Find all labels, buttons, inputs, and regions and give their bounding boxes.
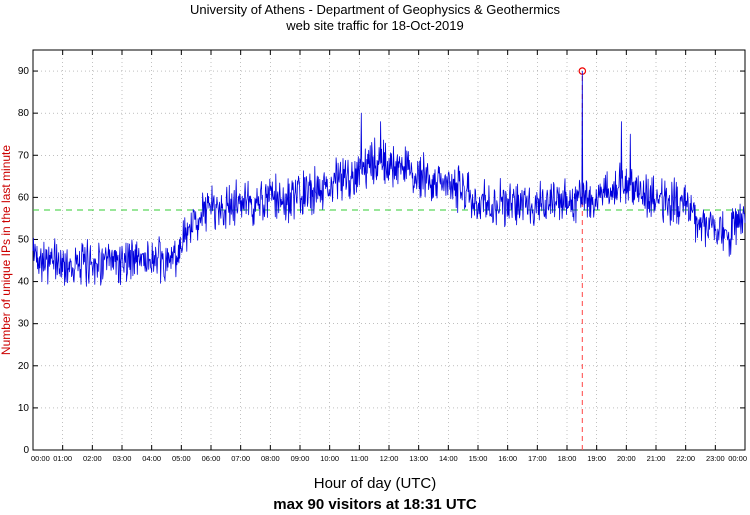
y-axis-title: Number of unique IPs in the last minute bbox=[0, 145, 13, 355]
svg-text:05:00: 05:00 bbox=[172, 454, 191, 463]
svg-text:01:00: 01:00 bbox=[53, 454, 72, 463]
chart-title-line1: University of Athens - Department of Geo… bbox=[190, 2, 560, 17]
chart-title-block: University of Athens - Department of Geo… bbox=[0, 2, 750, 35]
grid-lines bbox=[32, 50, 746, 451]
svg-text:11:00: 11:00 bbox=[350, 454, 368, 463]
svg-text:07:00: 07:00 bbox=[231, 454, 250, 463]
svg-text:40: 40 bbox=[18, 277, 30, 288]
svg-text:00:00: 00:00 bbox=[31, 454, 50, 463]
svg-text:13:00: 13:00 bbox=[409, 454, 428, 463]
svg-text:90: 90 bbox=[18, 66, 30, 77]
unique-ips-series bbox=[32, 70, 746, 287]
svg-text:30: 30 bbox=[18, 319, 30, 330]
traffic-chart: 0 10 20 30 40 50 60 70 80 90 00:00 01:00 02:00 03:00 0… bbox=[0, 36, 750, 476]
x-axis-title: Hour of day (UTC) bbox=[313, 475, 437, 492]
svg-text:06:00: 06:00 bbox=[202, 454, 221, 463]
svg-text:20:00: 20:00 bbox=[617, 454, 636, 463]
svg-text:14:00: 14:00 bbox=[439, 454, 458, 463]
svg-text:70: 70 bbox=[18, 150, 30, 161]
svg-text:22:00: 22:00 bbox=[676, 454, 695, 463]
svg-text:19:00: 19:00 bbox=[587, 454, 606, 463]
svg-text:03:00: 03:00 bbox=[113, 454, 132, 463]
svg-text:00:00: 00:00 bbox=[728, 454, 747, 463]
chart-title-line2: web site traffic for 18-Oct-2019 bbox=[286, 18, 464, 34]
svg-text:09:00: 09:00 bbox=[291, 454, 310, 463]
svg-text:16:00: 16:00 bbox=[498, 454, 517, 463]
svg-text:12:00: 12:00 bbox=[380, 454, 399, 463]
svg-text:21:00: 21:00 bbox=[647, 454, 666, 463]
svg-text:04:00: 04:00 bbox=[142, 454, 161, 463]
svg-text:60: 60 bbox=[18, 192, 30, 203]
max-visitors-caption: max 90 visitors at 18:31 UTC bbox=[273, 496, 477, 513]
svg-text:80: 80 bbox=[18, 108, 30, 119]
svg-text:08:00: 08:00 bbox=[261, 454, 280, 463]
series-line bbox=[32, 70, 746, 287]
svg-text:50: 50 bbox=[18, 234, 30, 245]
svg-text:10: 10 bbox=[18, 403, 30, 414]
svg-text:15:00: 15:00 bbox=[469, 454, 488, 463]
svg-text:02:00: 02:00 bbox=[83, 454, 102, 463]
svg-text:20: 20 bbox=[18, 361, 30, 372]
svg-text:18:00: 18:00 bbox=[558, 454, 577, 463]
svg-text:0: 0 bbox=[23, 445, 29, 456]
svg-text:17:00: 17:00 bbox=[528, 454, 547, 463]
svg-text:23:00: 23:00 bbox=[706, 454, 725, 463]
svg-text:10:00: 10:00 bbox=[320, 454, 339, 463]
